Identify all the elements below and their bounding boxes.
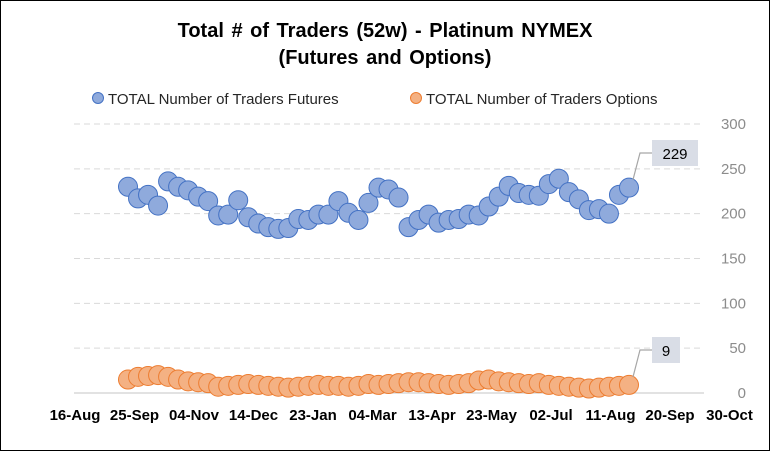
series-markers [118,168,639,399]
futures-point [358,192,379,213]
y-axis-ticks: 0 50 100 150 200 250 300 [721,116,746,402]
futures-point [318,204,339,225]
x-tick-label: 23-Jan [289,407,337,424]
legend-marker-options [410,92,422,104]
chart-title-line2: (Futures and Options) [278,47,492,69]
chart-title: Total # of Traders (52w) - Platinum NYME… [0,18,770,72]
futures-point [548,168,569,189]
futures-point [228,190,249,211]
x-tick-label: 30-Oct [706,407,753,424]
callout-label: 229 [662,146,687,163]
futures-point [218,204,239,225]
x-tick-label: 20-Sep [645,407,694,424]
data-callouts: 229 9 [632,140,698,378]
gridlines [74,123,704,394]
chart-title-line1: Total # of Traders (52w) - Platinum NYME… [177,20,593,42]
futures-point [198,191,219,212]
y-tick-label: 200 [721,206,746,223]
legend-marker-futures [92,92,104,104]
x-tick-label: 11-Aug [585,407,635,424]
x-tick-label: 23-May [466,407,518,424]
callout-box [652,337,680,363]
futures-point [388,187,409,208]
x-tick-label: 04-Mar [348,407,397,424]
y-tick-label: 150 [721,251,746,268]
y-tick-label: 50 [729,340,746,357]
x-tick-label: 04-Nov [169,407,220,424]
legend-label-options: TOTAL Number of Traders Options [426,91,657,108]
y-tick-label: 0 [738,385,746,402]
futures-point [619,177,639,198]
y-tick-label: 100 [721,295,746,312]
x-tick-label: 25-Sep [110,407,159,424]
callout-leader [632,152,652,180]
x-tick-label: 13-Apr [408,407,456,424]
futures-point [348,209,369,230]
callout-label: 9 [662,343,670,360]
x-tick-label: 14-Dec [229,407,278,424]
futures-point [598,203,619,224]
legend: TOTAL Number of Traders Futures TOTAL Nu… [92,91,657,108]
x-axis-ticks: 16-Aug 25-Sep 04-Nov 14-Dec 23-Jan 04-Mar 13-A… [50,407,753,424]
y-tick-label: 250 [721,161,746,178]
futures-point [148,195,169,216]
x-tick-label: 16-Aug [50,407,101,424]
x-tick-label: 02-Jul [529,407,572,424]
callout-box [652,140,698,166]
legend-label-futures: TOTAL Number of Traders Futures [108,91,339,108]
options-point [619,374,639,395]
y-tick-label: 300 [721,116,746,133]
callout-leader [632,349,652,378]
